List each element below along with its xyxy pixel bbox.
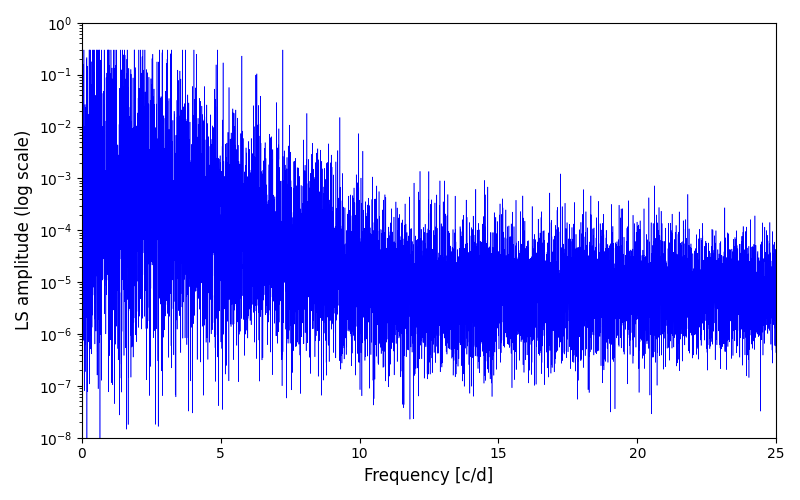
X-axis label: Frequency [c/d]: Frequency [c/d]: [364, 467, 494, 485]
Y-axis label: LS amplitude (log scale): LS amplitude (log scale): [15, 130, 33, 330]
